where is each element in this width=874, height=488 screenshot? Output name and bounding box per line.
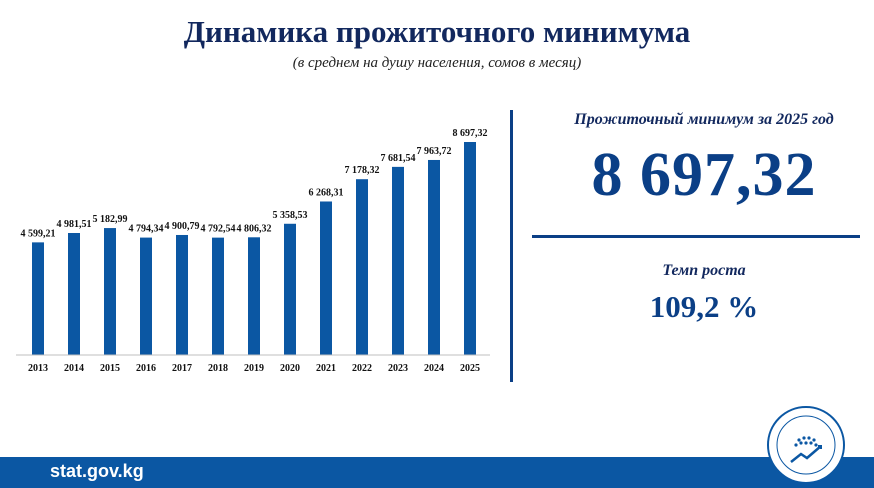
value-label-2022: 7 178,32 xyxy=(345,165,380,176)
bar-2023 xyxy=(392,166,404,355)
tick-label-2019: 2019 xyxy=(244,363,264,374)
tick-label-2015: 2015 xyxy=(100,363,120,374)
tick-label-2023: 2023 xyxy=(388,363,408,374)
page-subtitle: (в среднем на душу населения, сомов в ме… xyxy=(292,55,582,71)
footer-bar: stat.gov.kg xyxy=(0,457,874,488)
bar-2013 xyxy=(32,242,44,355)
tick-label-2025: 2025 xyxy=(460,363,480,374)
kpi-label: Прожиточный минимум за 2025 год xyxy=(574,111,834,128)
value-label-2023: 7 681,54 xyxy=(381,153,416,164)
bar-2017 xyxy=(176,234,188,355)
tick-label-2024: 2024 xyxy=(424,363,444,374)
value-label-2018: 4 792,54 xyxy=(201,224,236,235)
value-label-2017: 4 900,79 xyxy=(165,221,200,232)
value-label-2013: 4 599,21 xyxy=(21,228,56,239)
kpi-value: 8 697,32 xyxy=(591,141,817,209)
bar-2022 xyxy=(356,179,368,355)
bar-2025 xyxy=(464,142,476,355)
bar-2016 xyxy=(140,237,152,355)
page-title: Динамика прожиточного минимума xyxy=(183,14,691,49)
tick-label-2018: 2018 xyxy=(208,363,228,374)
tick-label-2016: 2016 xyxy=(136,363,156,374)
bar-2024 xyxy=(428,159,440,355)
subsistence-minimum-bar-chart: 4 599,214 981,51 5 182,994 794,34 4 900,79… xyxy=(16,128,490,374)
horizontal-divider xyxy=(532,235,860,238)
bar-2014 xyxy=(68,233,80,355)
bar-2019 xyxy=(248,237,260,355)
tick-label-2021: 2021 xyxy=(316,363,336,374)
bar-2015 xyxy=(104,228,116,355)
value-label-2016: 4 794,34 xyxy=(129,224,164,235)
value-label-2019: 4 806,32 xyxy=(237,223,272,234)
bar-2018 xyxy=(212,237,224,355)
national-statistics-committee-emblem-icon xyxy=(767,406,845,484)
value-label-2020: 5 358,53 xyxy=(273,210,308,221)
tick-label-2013: 2013 xyxy=(28,363,48,374)
vertical-divider xyxy=(510,110,513,382)
growth-rate-label: Темп роста xyxy=(662,262,746,279)
value-label-2025: 8 697,32 xyxy=(453,128,488,139)
tick-label-2020: 2020 xyxy=(280,363,300,374)
value-label-2024: 7 963,72 xyxy=(417,146,452,157)
bar-2021 xyxy=(320,201,332,355)
growth-rate-value: 109,2 % xyxy=(649,289,759,324)
value-label-2014: 4 981,51 xyxy=(57,219,92,230)
bar-2020 xyxy=(284,223,296,355)
tick-label-2017: 2017 xyxy=(172,363,192,374)
tick-label-2014: 2014 xyxy=(64,363,84,374)
footer-site-link[interactable]: stat.gov.kg xyxy=(50,461,144,481)
value-label-2021: 6 268,31 xyxy=(309,187,344,198)
tick-label-2022: 2022 xyxy=(352,363,372,374)
value-label-2015: 5 182,99 xyxy=(93,214,128,225)
